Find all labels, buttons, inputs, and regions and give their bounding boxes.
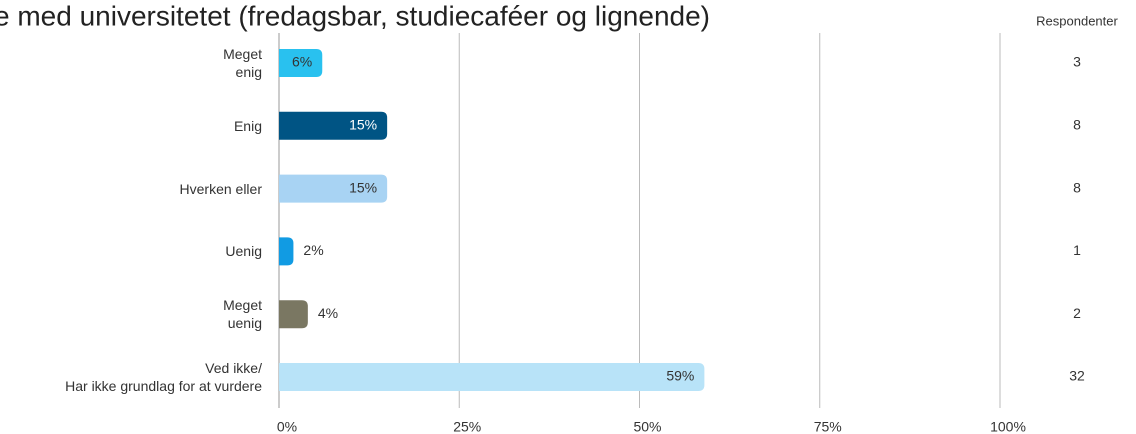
x-tick-label: 75% [814,419,842,434]
bar [279,363,705,391]
bar [279,174,388,203]
respondent-count: 32 [1069,368,1085,384]
chart-title: e med universitetet (fredagsbar, studiec… [0,0,710,31]
respondent-count: 8 [1073,179,1081,195]
respondent-count: 8 [1073,117,1081,133]
value-label: 15% [349,179,377,195]
bar [279,237,294,266]
x-tick-label: 25% [453,419,481,434]
respondents-header: Respondenter [1036,13,1118,28]
category-label: Meget enig [223,46,262,80]
x-tick-label: 100% [990,419,1026,434]
value-label: 4% [318,305,338,321]
category-label: Ved ikke/ Har ikke grundlag for at vurde… [65,360,262,394]
category-label: Uenig [225,243,262,260]
respondent-count: 1 [1073,242,1081,258]
respondent-count: 2 [1073,305,1081,321]
value-label: 59% [666,368,694,384]
value-label: 2% [303,242,323,258]
x-tick-label: 0% [277,419,297,434]
bar [279,49,323,77]
respondent-count: 3 [1073,54,1081,70]
value-label: 15% [349,117,377,133]
value-label: 6% [292,54,312,70]
bar [279,111,388,140]
category-label: Hverken eller [179,180,262,197]
x-tick-label: 50% [633,419,661,434]
category-label: Meget uenig [223,297,262,332]
bar [279,300,308,329]
category-label: Enig [233,117,262,134]
